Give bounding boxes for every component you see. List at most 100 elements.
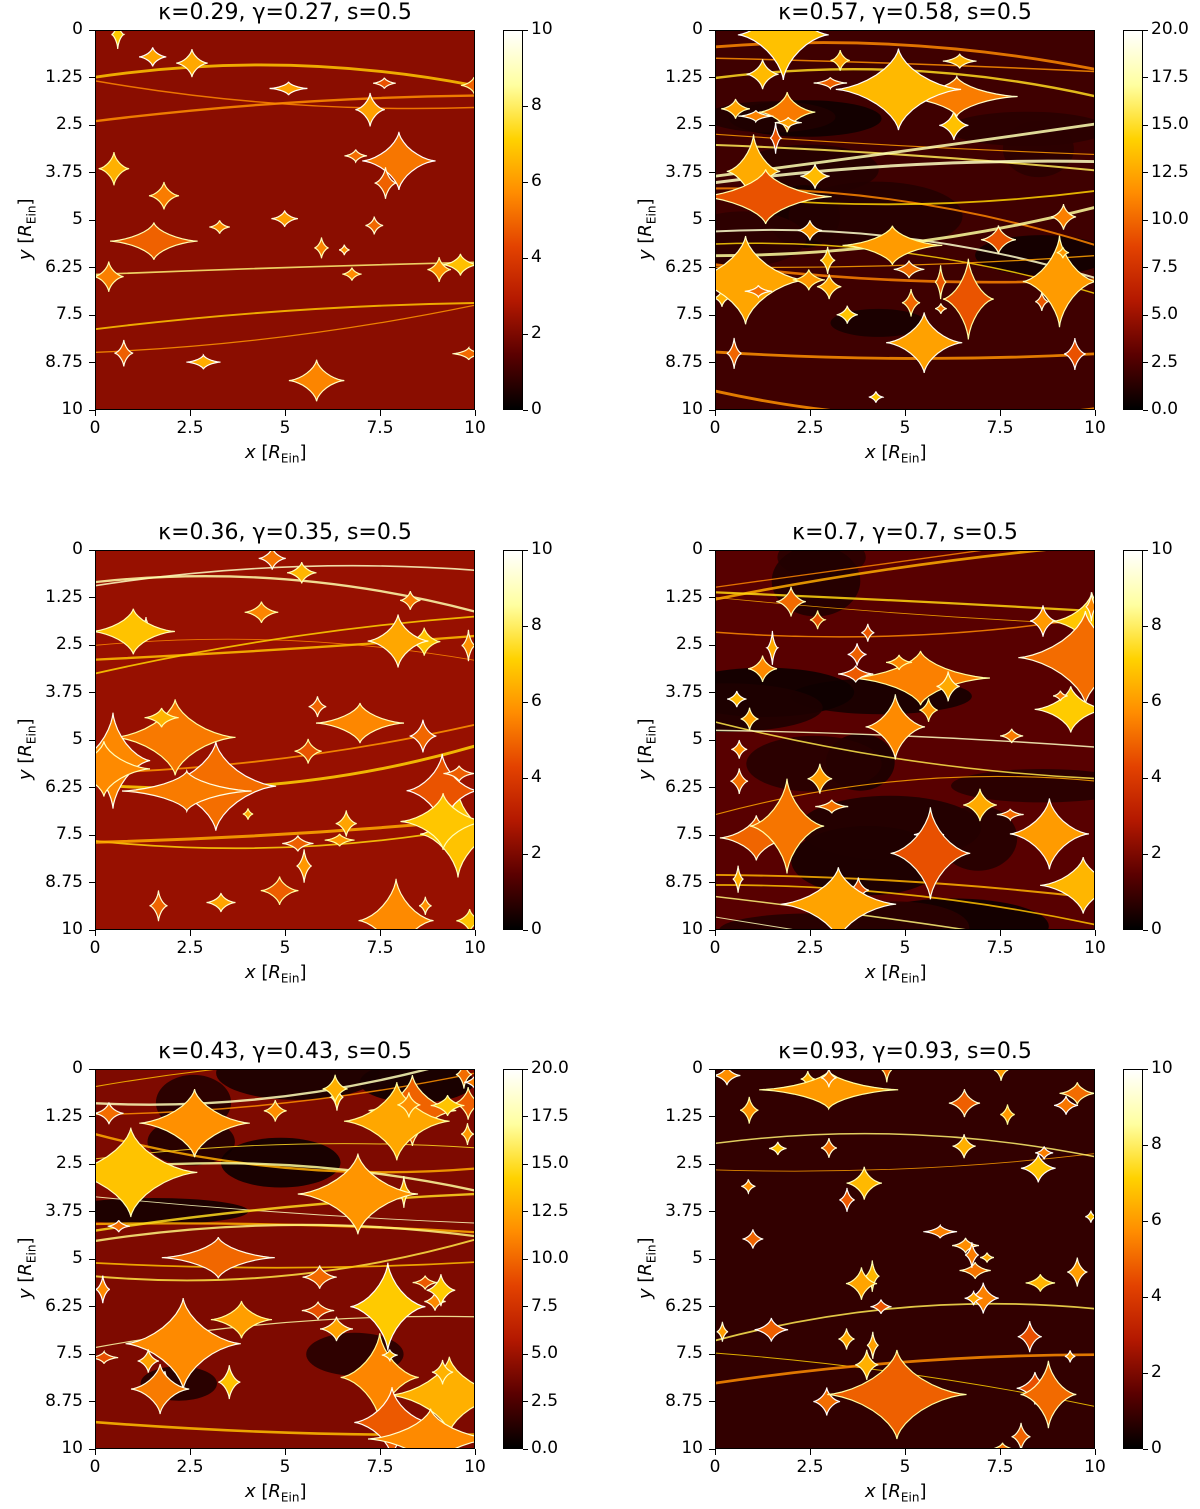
y-tick-label: 2.5: [675, 1153, 703, 1173]
y-tick-label: 3.75: [45, 161, 83, 182]
axis-variable: y: [635, 1288, 656, 1299]
y-tick-mark: [709, 1258, 715, 1260]
heatmap-image: [95, 30, 475, 410]
axis-unit: R: [635, 744, 656, 757]
caustic-astroid: [865, 694, 926, 760]
y-tick-label: 8.75: [45, 1390, 83, 1411]
x-tick-mark: [284, 1449, 286, 1455]
colorbar: [1123, 30, 1143, 410]
x-tick-label: 2.5: [796, 418, 824, 438]
chart-title: κ=0.57, γ=0.58, s=0.5: [778, 0, 1032, 25]
caustic-astroid: [98, 151, 130, 186]
caustic-astroid: [338, 244, 350, 256]
caustic-astroid: [362, 131, 436, 190]
colorbar-tick-mark: [523, 1353, 528, 1355]
x-tick-mark: [284, 930, 286, 936]
y-tick-mark: [89, 882, 95, 883]
caustic-streak: [96, 744, 474, 790]
caustic-astroid: [460, 1123, 474, 1145]
caustic-streak: [716, 895, 966, 929]
y-tick-label: 1.25: [665, 1105, 703, 1126]
x-axis-label: x [REin]: [245, 1481, 307, 1505]
y-tick-label: 8.75: [665, 871, 703, 892]
caustic-astroid: [820, 1138, 838, 1158]
dark-region: [220, 1137, 341, 1188]
y-tick-label: 6.25: [665, 1295, 703, 1316]
caustic-astroid: [827, 1349, 967, 1440]
axis-unit: R: [15, 224, 36, 237]
colorbar-tick-label: 8: [531, 95, 542, 115]
caustic-streak: [96, 94, 474, 123]
colorbar-tick-mark: [523, 105, 528, 107]
y-tick-mark: [709, 549, 715, 551]
x-tick-mark: [94, 930, 96, 936]
colorbar-tick-label: 8: [1151, 1134, 1162, 1154]
caustic-astroid: [355, 92, 385, 127]
x-tick-mark: [999, 930, 1001, 936]
x-tick-mark: [904, 930, 906, 936]
caustic-astroid: [765, 630, 780, 665]
y-tick-mark: [709, 267, 715, 268]
dark-region: [951, 769, 1094, 803]
colorbar-tick-label: 0.0: [531, 1438, 559, 1458]
caustic-astroid: [1063, 337, 1086, 371]
axis-unit-subscript: Ein: [644, 1244, 659, 1264]
y-tick-label: 6.25: [665, 256, 703, 277]
colorbar-tick-mark: [523, 1401, 528, 1402]
caustic-astroid: [242, 808, 254, 820]
caustic-streak: [96, 304, 474, 353]
caustic-astroid: [881, 1070, 893, 1083]
caustic-astroid: [838, 665, 874, 683]
caustic-astroid: [418, 896, 432, 915]
colorbar-tick-mark: [523, 181, 528, 183]
colorbar-tick-label: 5.0: [1151, 304, 1179, 324]
axis-unit: R: [268, 442, 281, 463]
y-tick-label: 7.5: [55, 1343, 83, 1363]
axis-unit: R: [268, 962, 281, 983]
y-tick-label: 5: [72, 729, 83, 749]
x-tick-mark: [1094, 410, 1096, 416]
caustic-astroid: [768, 1141, 787, 1156]
axis-unit: R: [888, 1481, 901, 1502]
colorbar-tick-label: 4: [1151, 1286, 1162, 1306]
caustic-astroid: [774, 116, 802, 130]
y-tick-label: 2.5: [55, 634, 83, 654]
caustic-astroid: [144, 707, 179, 728]
x-tick-mark: [379, 930, 381, 936]
y-tick-mark: [709, 29, 715, 31]
caustic-astroid: [776, 586, 806, 617]
x-tick-mark: [904, 1449, 906, 1455]
caustic-streak: [716, 551, 1047, 601]
x-tick-label: 7.5: [986, 938, 1014, 958]
axis-unit-subscript: Ein: [900, 1490, 920, 1505]
caustic-astroid: [96, 741, 151, 797]
colorbar-tick-mark: [1143, 77, 1148, 78]
caustic-astroid: [959, 1261, 991, 1280]
x-tick-label: 0: [709, 418, 721, 438]
y-tick-mark: [89, 644, 95, 646]
caustic-astroid: [335, 810, 357, 837]
caustic-astroid: [730, 768, 749, 795]
caustic-streak: [96, 615, 474, 675]
y-tick-mark: [89, 29, 95, 31]
caustic-astroid: [936, 671, 960, 702]
y-tick-mark: [709, 787, 715, 788]
x-tick-mark: [474, 1449, 476, 1455]
y-tick-label: 7.5: [55, 304, 83, 324]
caustic-astroid: [460, 77, 474, 94]
colorbar-tick-label: 2: [1151, 1362, 1162, 1382]
caustic-astroid: [1053, 690, 1068, 702]
caustic-astroid: [1067, 1257, 1088, 1287]
caustic-astroid: [1000, 1104, 1015, 1125]
x-tick-label: 5: [279, 1457, 291, 1477]
y-tick-mark: [709, 1401, 715, 1402]
caustic-astroid: [838, 1328, 855, 1350]
caustic-astroid: [1017, 1321, 1042, 1353]
y-tick-label: 8.75: [665, 351, 703, 372]
x-tick-label: 0: [709, 938, 721, 958]
caustic-astroid: [111, 31, 126, 49]
x-tick-label: 10: [464, 418, 486, 438]
y-tick-label: 7.5: [675, 824, 703, 844]
x-tick-mark: [809, 1449, 811, 1455]
y-tick-mark: [709, 1211, 715, 1212]
